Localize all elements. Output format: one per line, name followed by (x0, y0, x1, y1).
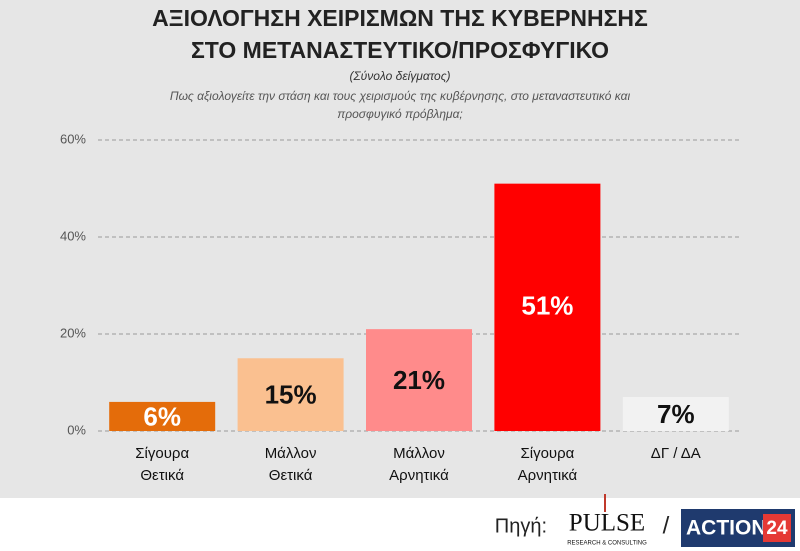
source-label: Πηγή: (495, 515, 547, 537)
x-tick-label: Μάλλον (393, 445, 445, 462)
x-tick-label: Σίγουρα (135, 445, 189, 462)
action-logo-text: ACTION (686, 517, 767, 540)
chart-title: ΣΤΟ ΜΕΤΑΝΑΣΤΕΥΤΙΚΟ/ΠΡΟΣΦΥΓΙΚΟ (191, 37, 609, 63)
action-logo-badge (763, 514, 791, 542)
y-tick-label: 0% (67, 422, 86, 437)
x-tick-label: Θετικά (269, 467, 313, 484)
separator: / (663, 512, 670, 539)
x-tick-label: Αρνητικά (518, 467, 578, 484)
question: προσφυγικό πρόβλημα; (337, 107, 463, 121)
y-tick-label: 40% (60, 228, 86, 243)
bar (237, 358, 344, 431)
x-tick-label: Αρνητικά (389, 467, 449, 484)
bar (366, 329, 472, 431)
data-label: 21% (393, 365, 445, 395)
subtitle: (Σύνολο δείγματος) (349, 69, 450, 83)
bar (622, 397, 729, 431)
question: Πως αξιολογείτε την στάση και τους χειρι… (170, 89, 631, 103)
y-tick-label: 20% (60, 325, 86, 340)
data-label: 7% (657, 399, 695, 429)
pulse-subtitle: RESEARCH & CONSULTING (567, 541, 647, 547)
data-label: 15% (265, 380, 317, 410)
x-tick-label: Θετικά (140, 467, 184, 484)
x-tick-label: ΔΓ / ΔΑ (651, 445, 701, 462)
bar (109, 401, 216, 431)
x-tick-label: Σίγουρα (520, 445, 574, 462)
y-tick-label: 60% (60, 131, 86, 146)
data-label: 51% (521, 291, 573, 321)
action-logo-number: 24 (766, 518, 788, 539)
chart-title: ΑΞΙΟΛΟΓΗΣΗ ΧΕΙΡΙΣΜΩΝ ΤΗΣ ΚΥΒΕΡΝΗΣΗΣ (152, 5, 648, 31)
pulse-logo: PULSE (569, 510, 645, 537)
data-label: 6% (143, 401, 181, 431)
bar (494, 183, 601, 431)
x-tick-label: Μάλλον (265, 445, 317, 462)
